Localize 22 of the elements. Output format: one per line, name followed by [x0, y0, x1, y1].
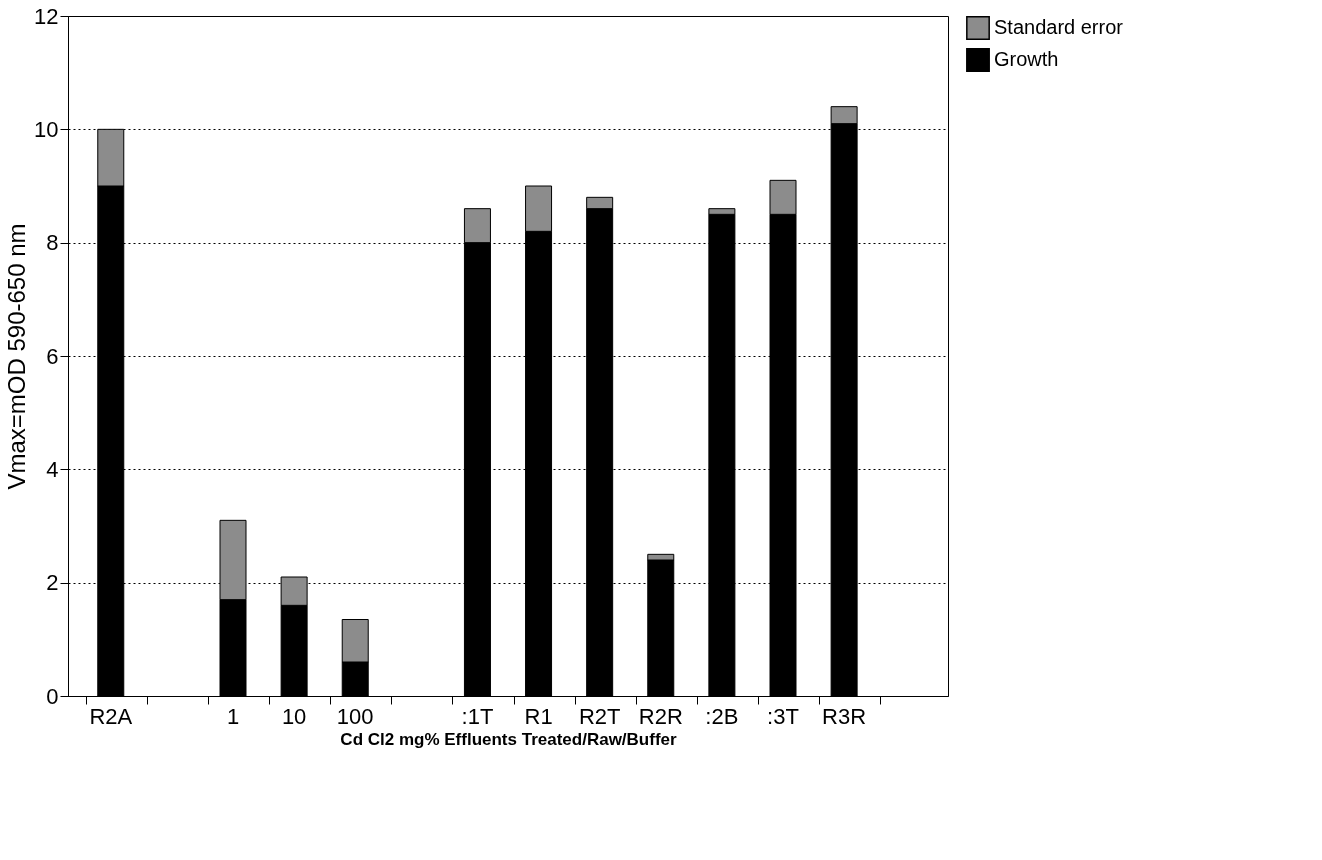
- x-tick-label: 1: [226, 703, 240, 729]
- x-tick-label: 100: [336, 703, 374, 729]
- x-tick-label: R2A: [89, 703, 133, 729]
- x-tick-label: :1T: [461, 703, 494, 729]
- y-tick-label: 2: [46, 570, 59, 596]
- x-tick-label: 10: [281, 703, 307, 729]
- x-tick-label: R1: [524, 703, 553, 729]
- y-tick-label: 12: [34, 3, 59, 29]
- x-tick-label: :2B: [705, 703, 739, 729]
- y-axis-title: Vmax=mOD 590-650 nm: [3, 223, 31, 490]
- legend-label: Standard error: [994, 16, 1124, 38]
- y-tick-label: 0: [46, 683, 59, 709]
- y-tick-label: 10: [34, 116, 59, 142]
- x-tick-label: R2T: [578, 703, 621, 729]
- x-axis-title: Cd Cl2 mg% Effluents Treated/Raw/Buffer: [340, 729, 678, 749]
- y-tick-label: 8: [46, 230, 59, 256]
- x-tick-label: R2R: [638, 703, 683, 729]
- legend-label: Growth: [994, 48, 1059, 70]
- x-tick-label: :3T: [767, 703, 799, 729]
- y-tick-label: 6: [46, 343, 59, 369]
- y-tick-label: 4: [46, 456, 59, 482]
- x-tick-label: R3R: [822, 703, 867, 729]
